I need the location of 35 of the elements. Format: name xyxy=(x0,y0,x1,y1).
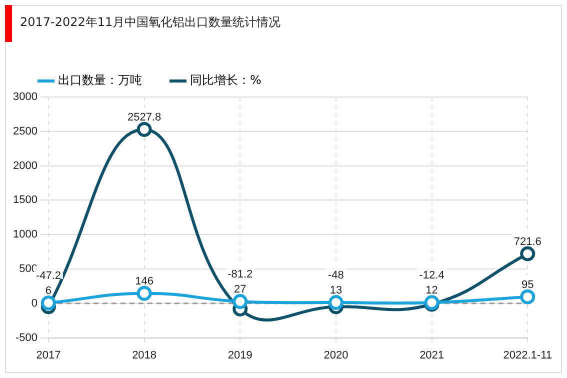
data-label: 27 xyxy=(234,284,246,296)
data-label: 2527.8 xyxy=(127,112,162,124)
data-label: 12 xyxy=(426,284,438,297)
y-tick-label: 1000 xyxy=(12,228,38,241)
y-tick-label: 3000 xyxy=(12,91,38,104)
point xyxy=(232,294,248,310)
data-label: -47.2 xyxy=(36,270,62,282)
data-label: 6 xyxy=(45,285,52,298)
y-tick-label: 500 xyxy=(19,263,38,276)
point xyxy=(328,295,344,310)
y-tick-label: 0 xyxy=(31,297,38,310)
point xyxy=(520,246,536,262)
data-label: -12.4 xyxy=(419,270,444,282)
x-tick-label: 2018 xyxy=(132,349,157,362)
data-label: -81.2 xyxy=(228,268,253,281)
x-tick-label: 2022.1-11 xyxy=(503,349,552,362)
x-tick-label: 2019 xyxy=(228,349,252,362)
x-tick-label: 2021 xyxy=(420,349,444,362)
data-label: 95 xyxy=(522,278,534,291)
legend-label: 同比增长：% xyxy=(190,73,262,88)
point xyxy=(136,122,152,137)
data-label: -48 xyxy=(328,270,344,282)
y-tick-label: -500 xyxy=(15,332,38,344)
point xyxy=(520,289,536,304)
y-tick-label: 2000 xyxy=(12,160,38,172)
legend-label: 出口数量：万吨 xyxy=(58,73,142,88)
data-label: 721.6 xyxy=(514,236,542,248)
data-label: 13 xyxy=(330,284,342,297)
y-tick-label: 2500 xyxy=(12,125,38,138)
point xyxy=(136,286,152,301)
y-tick-label: 1500 xyxy=(12,194,38,206)
x-tick-label: 2020 xyxy=(324,349,348,362)
x-tick-label: 2017 xyxy=(36,349,61,362)
data-label: 146 xyxy=(135,275,154,288)
chart-title: 2017-2022年11月中国氧化铝出口数量统计情况 xyxy=(20,14,281,31)
